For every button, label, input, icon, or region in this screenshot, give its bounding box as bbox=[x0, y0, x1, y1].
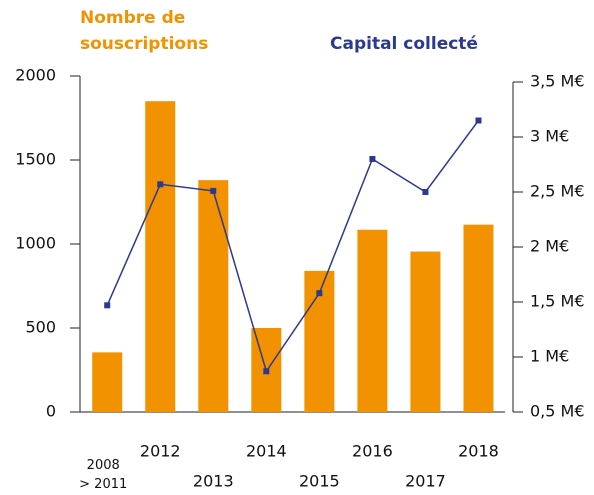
bar bbox=[145, 101, 176, 412]
bar bbox=[92, 352, 123, 412]
y-tick-label: 500 bbox=[25, 318, 56, 337]
x-tick-label: 2015 bbox=[299, 472, 340, 491]
point bbox=[422, 189, 429, 195]
y2-tick-label: 2 M€ bbox=[530, 237, 569, 256]
y-tick-label: 2000 bbox=[15, 66, 56, 85]
y2-tick-label: 3,5 M€ bbox=[530, 72, 585, 91]
point bbox=[210, 187, 217, 194]
point bbox=[263, 368, 270, 375]
y2-tick-label: 1,5 M€ bbox=[530, 292, 585, 311]
x-tick-label: 2013 bbox=[193, 472, 234, 491]
x-tick-label: 2018 bbox=[458, 442, 499, 461]
point bbox=[316, 290, 323, 297]
point bbox=[475, 117, 482, 124]
x-tick-label: 2017 bbox=[405, 472, 446, 491]
y2-tick-label: 3 M€ bbox=[530, 127, 569, 146]
y2-tick-label: 0,5 M€ bbox=[530, 402, 585, 421]
y-tick-label: 1500 bbox=[15, 150, 56, 169]
y2-tick-label: 1 M€ bbox=[530, 347, 569, 366]
x-tick-label: 2016 bbox=[352, 442, 393, 461]
x-tick-label: 2014 bbox=[246, 442, 287, 461]
point bbox=[369, 156, 376, 162]
x-tick-label: 2008 > 2011 bbox=[79, 458, 127, 492]
point bbox=[104, 302, 111, 309]
x-tick-label: 2012 bbox=[140, 442, 181, 461]
y-tick-label: 1000 bbox=[15, 234, 56, 253]
y2-tick-label: 2,5 M€ bbox=[530, 182, 585, 201]
bar bbox=[198, 180, 229, 412]
legend-label: Nombre de souscriptions bbox=[80, 8, 208, 54]
bar bbox=[410, 251, 441, 412]
point bbox=[157, 181, 164, 188]
line bbox=[106, 120, 480, 374]
legend-label: Capital collecté bbox=[330, 34, 478, 54]
bar bbox=[357, 229, 388, 412]
y-tick-label: 0 bbox=[46, 402, 56, 421]
bar bbox=[463, 224, 494, 412]
